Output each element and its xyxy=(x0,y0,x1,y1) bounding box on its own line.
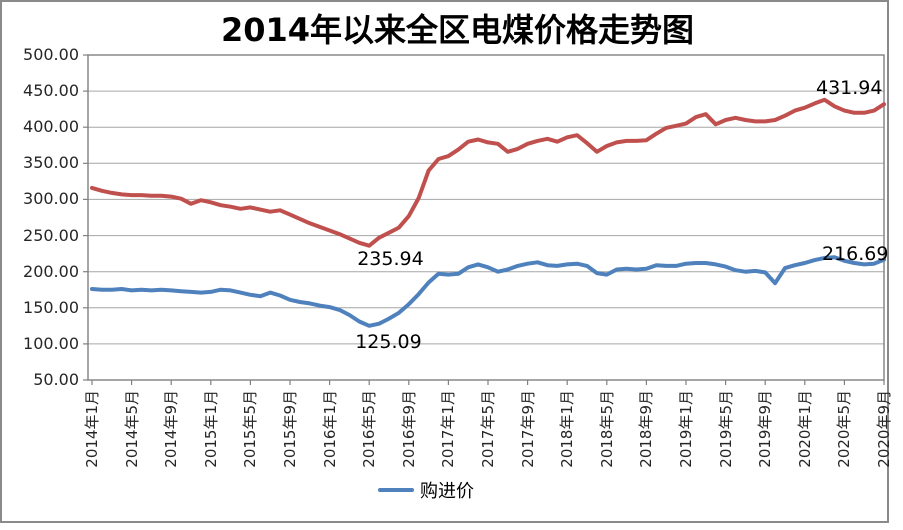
legend-label: 购进价 xyxy=(420,481,474,502)
y-axis-tick-label: 450.00 xyxy=(23,81,79,101)
y-axis-tick-label: 250.00 xyxy=(23,225,79,245)
x-axis-tick-label: 2016年9月 xyxy=(399,390,418,468)
data-label: 431.94 xyxy=(816,77,883,100)
legend-line-swatch xyxy=(378,488,414,492)
x-axis-tick-label: 2020年1月 xyxy=(795,390,814,468)
x-axis-tick-label: 2014年5月 xyxy=(122,390,141,468)
y-axis-tick-label: 100.00 xyxy=(23,333,79,353)
x-axis-tick-label: 2016年1月 xyxy=(320,390,339,468)
x-axis-tick-label: 2017年9月 xyxy=(518,390,537,468)
x-axis-tick-label: 2017年5月 xyxy=(479,390,497,468)
chart-frame xyxy=(0,0,889,523)
x-axis-tick-label: 2018年9月 xyxy=(637,390,656,468)
x-axis-tick-label: 2018年5月 xyxy=(597,390,616,468)
x-axis-tick-label: 2018年1月 xyxy=(558,390,577,468)
y-axis-tick-label: 200.00 xyxy=(23,261,79,281)
y-axis-tick-label: 400.00 xyxy=(23,117,79,137)
x-axis-tick-label: 2017年1月 xyxy=(439,390,458,468)
x-axis-tick-label: 2020年9月 xyxy=(875,390,893,468)
x-axis-tick-label: 2015年5月 xyxy=(241,390,260,468)
x-axis-tick-label: 2019年5月 xyxy=(716,390,735,468)
x-axis-tick-label: 2016年5月 xyxy=(360,390,379,468)
data-label: 235.94 xyxy=(357,247,424,270)
y-axis-tick-label: 50.00 xyxy=(33,370,79,389)
x-axis-tick-label: 2014年1月 xyxy=(83,390,101,468)
legend: 购进价 xyxy=(0,477,852,503)
data-label: 216.69 xyxy=(822,242,889,265)
x-axis-tick-label: 2020年5月 xyxy=(835,390,854,468)
x-axis-tick-label: 2014年9月 xyxy=(162,390,181,468)
y-axis-tick-label: 300.00 xyxy=(23,189,79,209)
y-axis-tick-label: 150.00 xyxy=(23,297,79,317)
chart-title: 2014年以来全区电煤价格走势图 xyxy=(220,11,695,49)
x-axis-tick-label: 2015年9月 xyxy=(281,390,299,468)
y-axis-tick-label: 350.00 xyxy=(23,153,79,173)
data-label: 125.09 xyxy=(355,330,422,353)
y-axis-tick-label: 500.00 xyxy=(23,45,79,64)
x-axis-tick-label: 2019年1月 xyxy=(677,390,695,468)
x-axis-tick-label: 2015年1月 xyxy=(201,390,220,468)
x-axis-tick-label: 2019年9月 xyxy=(756,390,775,468)
